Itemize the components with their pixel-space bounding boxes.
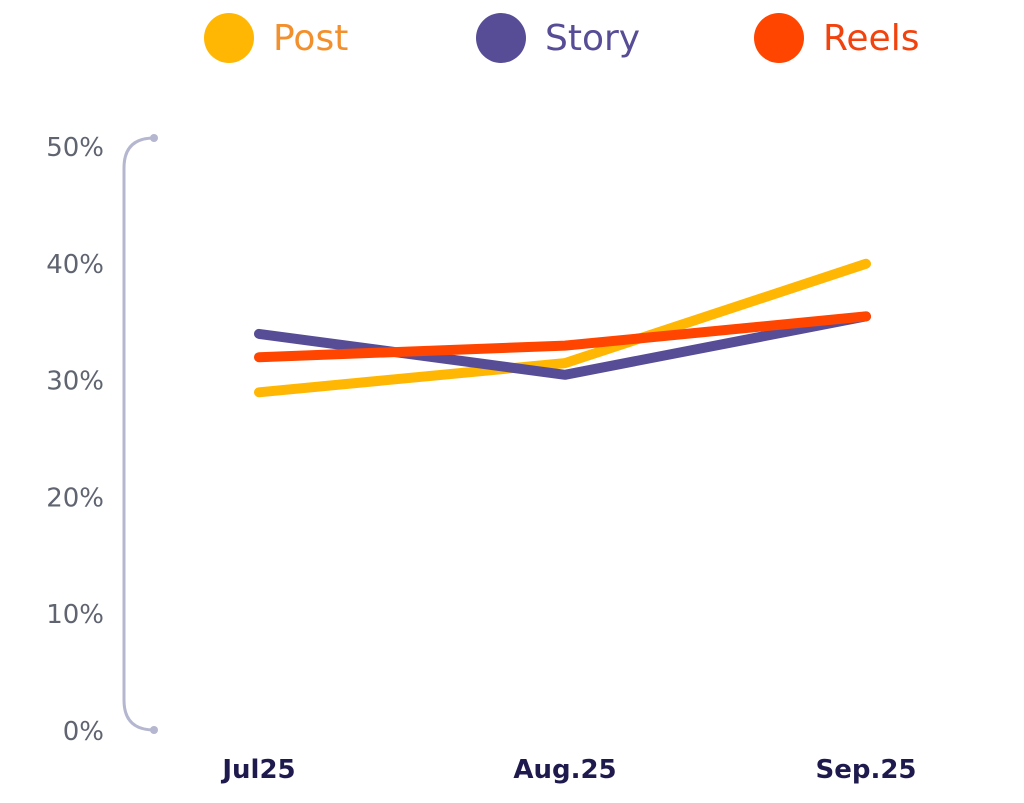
legend-marker-story [476,13,526,63]
y-tick-label: 50% [46,133,104,163]
series-line-reels [254,311,871,363]
y-tick-label: 30% [46,367,104,397]
legend-label-story: Story [545,18,640,59]
y-axis-bottom-dot [150,726,158,734]
x-tick-label: Jul25 [220,755,295,785]
legend-marker-reels [754,13,804,63]
x-tick-label: Sep.25 [815,755,916,785]
legend-marker-post [204,13,254,63]
legend-label-reels: Reels [823,18,919,59]
legend: Post Story Reels [204,13,919,63]
y-tick-label: 20% [46,483,104,513]
legend-label-post: Post [273,18,348,59]
y-axis-bracket [122,136,155,732]
y-tick-label: 10% [46,600,104,630]
series-lines [254,258,871,398]
x-axis-ticks: Jul25 Aug.25 Sep.25 [220,755,916,785]
series-line-post [254,258,871,398]
y-tick-label: 0% [63,717,104,747]
x-tick-label: Aug.25 [513,755,616,785]
y-tick-label: 40% [46,250,104,280]
y-axis-top-dot [150,134,158,142]
series-line-story [254,311,871,380]
y-axis-ticks: 0% 10% 20% 30% 40% 50% [46,133,104,747]
